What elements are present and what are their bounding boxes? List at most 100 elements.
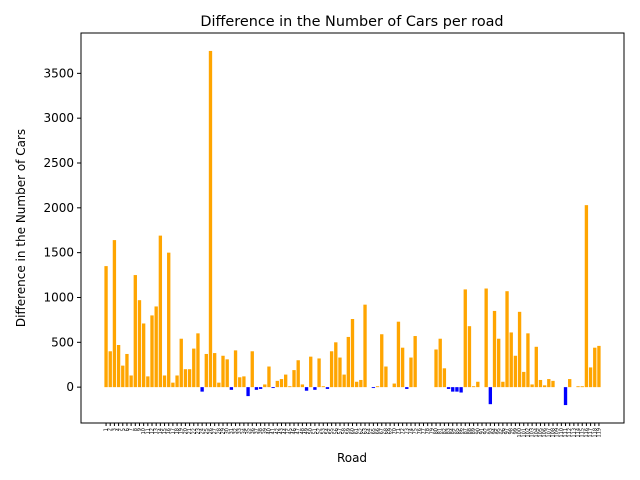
bar [108,351,112,388]
x-tick-label: 59 [346,428,352,434]
x-tick-label: 48 [300,428,306,434]
x-tick-label: 7 [129,428,135,431]
bar [317,358,321,388]
bar [455,387,459,392]
x-tick-label: 113 [571,428,577,438]
x-tick-label: 24 [200,428,206,434]
y-tick-label: 0 [66,380,74,394]
bar [325,387,330,389]
bar [158,235,163,388]
bar [129,375,133,388]
x-tick-label: 55 [329,428,335,434]
x-tick-label: 35 [246,428,252,434]
x-tick-label: 27 [212,428,218,434]
x-tick-label: 39 [262,428,268,434]
bar [279,379,284,388]
x-tick-label: 26 [208,428,214,434]
bar [154,306,158,388]
x-tick-label: 1 [104,428,110,431]
bar [217,382,221,388]
bar [329,351,334,388]
bar [497,338,501,388]
x-tick-label: 42 [275,428,281,434]
axes-frame [80,32,625,424]
x-axis-label: Road [337,451,367,465]
bar [355,381,359,388]
bar [588,367,593,388]
bar [522,371,526,388]
bar [492,310,497,388]
x-tick-label: 5 [120,428,126,431]
bar [309,356,313,388]
bar [334,342,338,388]
x-tick-label: 109 [555,428,561,438]
bar [288,386,292,388]
bar [300,384,305,388]
x-tick-label: 45 [287,428,293,434]
x-tick-label: 86 [459,428,465,434]
x-tick-label: 57 [337,428,343,434]
bar [434,349,438,388]
x-tick-label: 90 [475,428,481,434]
bar [112,240,117,388]
x-tick-label: 46 [292,428,298,434]
bar [371,387,376,389]
x-tick-label: 19 [179,428,185,434]
x-tick-label: 31 [229,428,235,434]
x-tick-label: 13 [154,428,160,434]
bar [116,345,121,388]
x-tick-label: 40 [266,428,272,434]
bar [459,387,463,393]
bar [438,338,442,388]
bar [505,291,509,388]
x-tick-label: 81 [438,428,444,434]
bar [167,252,171,388]
bar [275,380,279,388]
x-tick-label: 101 [521,428,527,438]
x-tick-label: 71 [396,428,402,434]
bar [146,376,150,388]
x-tick-label: 91 [479,428,485,434]
bar [597,345,601,388]
bar [137,300,142,388]
x-tick-label: 3 [112,428,118,431]
x-tick-label: 79 [429,428,435,434]
bar [384,366,388,388]
x-tick-label: 12 [150,428,156,434]
x-tick-label: 16 [166,428,172,434]
x-tick-label: 25 [204,428,210,434]
bar [576,386,580,388]
x-tick-label: 93 [488,428,494,434]
bar [104,266,108,388]
x-tick-label: 36 [250,428,256,434]
x-tick-label: 63 [363,428,369,434]
bar [304,387,309,391]
bar [125,353,129,388]
bar [463,289,467,388]
chart-title: Difference in the Number of Cars per roa… [200,14,503,30]
x-tick-label: 117 [588,428,594,438]
bar [233,350,238,388]
x-tick-label: 37 [254,428,260,434]
x-tick-label: 23 [195,428,201,434]
bar [283,374,288,388]
x-tick-label: 10 [141,428,147,434]
x-tick-label: 38 [258,428,264,434]
bar [187,369,192,388]
bar [321,386,325,388]
bar [175,375,179,388]
bar [476,381,480,388]
x-tick-label: 6 [124,428,130,431]
x-tick-label: 8 [133,428,139,431]
x-tick-label: 78 [425,428,431,434]
bar [593,347,597,388]
x-tick-label: 73 [404,428,410,434]
bar [225,359,229,388]
x-tick-label: 88 [467,428,473,434]
bar [380,334,384,388]
bar [179,338,183,388]
bar [271,387,275,389]
bar [258,387,263,389]
x-tick-label: 2 [108,428,114,431]
